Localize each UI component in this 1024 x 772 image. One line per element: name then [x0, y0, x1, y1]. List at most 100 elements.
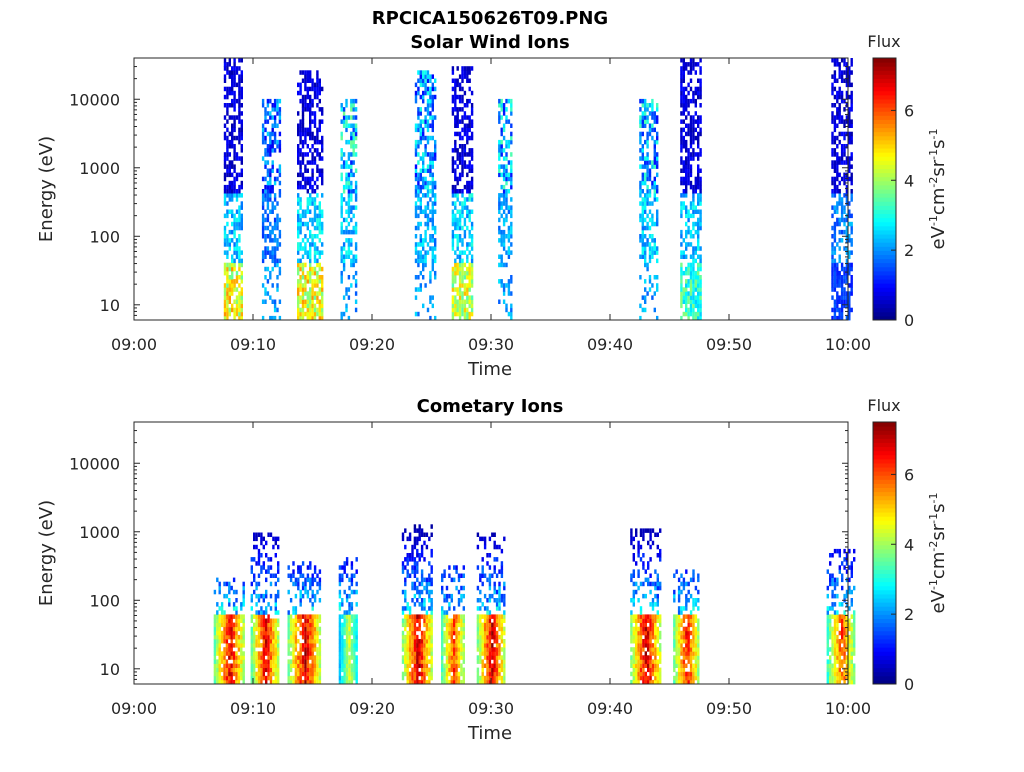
spectrogram-cell — [431, 655, 433, 660]
spectrogram-cell — [841, 58, 843, 63]
spectrogram-cell — [224, 74, 226, 79]
spectrogram-cell — [263, 610, 265, 615]
spectrogram-cell — [224, 234, 226, 239]
spectrogram-cell — [683, 87, 685, 92]
spectrogram-cell — [275, 594, 277, 599]
spectrogram-cell — [510, 132, 512, 137]
spectrogram-cell — [505, 308, 507, 313]
spectrogram-cell — [637, 668, 639, 673]
spectrogram-cell — [649, 160, 651, 165]
spectrogram-cell — [420, 119, 422, 124]
spectrogram-cell — [243, 672, 245, 677]
spectrogram-cell — [314, 214, 316, 219]
spectrogram-cell — [639, 181, 641, 186]
spectrogram-cell — [299, 300, 301, 305]
spectrogram-cell — [297, 210, 299, 215]
spectrogram-cell — [231, 115, 233, 120]
spectrogram-cell — [423, 647, 425, 652]
spectrogram-cell — [233, 99, 235, 104]
spectrogram-cell — [651, 246, 653, 251]
spectrogram-cell — [841, 74, 843, 79]
spectrogram-cell — [299, 222, 301, 227]
spectrogram-cell — [457, 255, 459, 260]
spectrogram-cell — [270, 647, 272, 652]
spectrogram-cell — [309, 672, 311, 677]
spectrogram-cell — [402, 537, 404, 542]
spectrogram-cell — [505, 218, 507, 223]
spectrogram-cell — [503, 651, 505, 656]
spectrogram-cell — [316, 132, 318, 137]
spectrogram-cell — [423, 664, 425, 669]
spectrogram-cell — [216, 631, 218, 636]
spectrogram-cell — [319, 267, 321, 272]
spectrogram-cell — [429, 238, 431, 243]
spectrogram-cell — [501, 263, 503, 268]
spectrogram-cell — [238, 614, 240, 619]
spectrogram-cell — [683, 111, 685, 116]
spectrogram-cell — [428, 619, 430, 624]
spectrogram-cell — [350, 136, 352, 141]
spectrogram-cell — [699, 312, 701, 317]
spectrogram-cell — [229, 91, 231, 96]
spectrogram-cell — [463, 676, 465, 681]
spectrogram-cell — [319, 647, 321, 652]
spectrogram-cell — [316, 639, 318, 644]
spectrogram-cell — [311, 152, 313, 157]
spectrogram-cell — [295, 643, 297, 648]
spectrogram-cell — [459, 259, 461, 264]
spectrogram-cell — [642, 533, 644, 538]
spectrogram-cell — [633, 659, 635, 664]
spectrogram-cell — [241, 70, 243, 75]
spectrogram-cell — [309, 668, 311, 673]
spectrogram-cell — [279, 111, 281, 116]
spectrogram-cell — [630, 631, 632, 636]
spectrogram-cell — [414, 635, 416, 640]
spectrogram-cell — [341, 578, 343, 583]
spectrogram-cell — [272, 107, 274, 112]
spectrogram-cell — [426, 672, 428, 677]
spectrogram-cell — [428, 647, 430, 652]
spectrogram-cell — [229, 312, 231, 317]
spectrogram-cell — [411, 643, 413, 648]
spectrogram-cell — [649, 259, 651, 264]
spectrogram-cell — [346, 639, 348, 644]
spectrogram-cell — [216, 610, 218, 615]
spectrogram-cell — [272, 283, 274, 288]
spectrogram-cell — [463, 647, 465, 652]
spectrogram-cell — [510, 177, 512, 182]
spectrogram-cell — [295, 610, 297, 615]
spectrogram-cell — [644, 181, 646, 186]
colorbar-segment — [873, 218, 896, 223]
spectrogram-cell — [424, 152, 426, 157]
spectrogram-cell — [416, 561, 418, 566]
spectrogram-cell — [292, 569, 294, 574]
spectrogram-cell — [243, 664, 245, 669]
spectrogram-cell — [353, 160, 355, 165]
x-tick-label: 09:40 — [587, 335, 633, 354]
spectrogram-cell — [339, 631, 341, 636]
spectrogram-cell — [409, 643, 411, 648]
spectrogram-cell — [290, 639, 292, 644]
spectrogram-cell — [416, 528, 418, 533]
spectrogram-cell — [851, 197, 853, 202]
spectrogram-cell — [229, 173, 231, 178]
spectrogram-cell — [309, 103, 311, 108]
spectrogram-cell — [501, 594, 503, 599]
spectrogram-cell — [297, 91, 299, 96]
spectrogram-cell — [422, 304, 424, 309]
spectrogram-cell — [455, 668, 457, 673]
spectrogram-cell — [441, 643, 443, 648]
spectrogram-cell — [640, 606, 642, 611]
spectrogram-cell — [642, 246, 644, 251]
spectrogram-cell — [262, 177, 264, 182]
spectrogram-cell — [464, 304, 466, 309]
spectrogram-cell — [307, 614, 309, 619]
spectrogram-cell — [633, 553, 635, 558]
spectrogram-cell — [687, 283, 689, 288]
spectrogram-cell — [417, 275, 419, 280]
spectrogram-cell — [233, 230, 235, 235]
spectrogram-cell — [432, 255, 434, 260]
spectrogram-cell — [635, 623, 637, 628]
spectrogram-cell — [297, 291, 299, 296]
spectrogram-cell — [314, 655, 316, 660]
